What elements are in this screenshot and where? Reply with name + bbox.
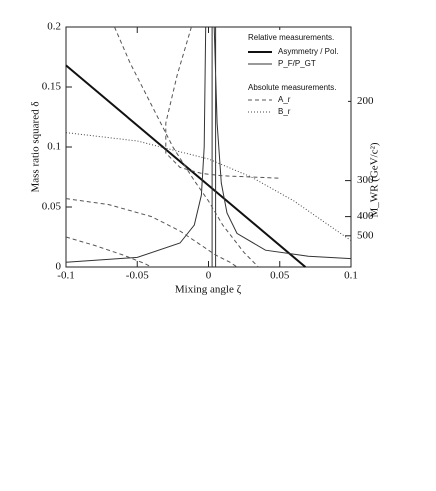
y2-tick-label: 300 <box>357 174 374 186</box>
legend-label: A_r <box>278 95 291 104</box>
y-tick-label: 0.05 <box>42 201 62 213</box>
x-tick-label: 0.05 <box>270 270 290 282</box>
y2-tick-label: 500 <box>357 229 374 241</box>
x-tick-label: -0.1 <box>57 270 74 282</box>
legend-label: B_r <box>278 107 291 116</box>
legend-title: Relative measurements. <box>248 33 334 42</box>
y2-tick-label: 400 <box>357 210 374 222</box>
x-tick-label: 0 <box>206 270 212 282</box>
y2-axis-label: M_WR (GeV/c²) <box>369 142 381 217</box>
legend-label: P_F/P_GT <box>278 59 316 68</box>
y2-tick-label: 200 <box>357 95 374 107</box>
y-axis-label: Mass ratio squared δ <box>30 101 42 192</box>
x-tick-label: -0.05 <box>126 270 149 282</box>
y-tick-label: 0 <box>56 261 62 273</box>
series-line <box>65 26 352 267</box>
legend-label: Asymmetry / Pol. <box>278 47 338 56</box>
y-tick-label: 0.2 <box>47 21 61 33</box>
y-tick-label: 0.15 <box>42 81 62 93</box>
series-line <box>65 132 352 242</box>
legend-title: Absolute measurements. <box>248 83 337 92</box>
x-tick-label: 0.1 <box>344 270 358 282</box>
y-tick-label: 0.1 <box>47 141 61 153</box>
x-axis-label: Mixing angle ζ <box>175 284 242 296</box>
legend-bg <box>244 30 348 118</box>
